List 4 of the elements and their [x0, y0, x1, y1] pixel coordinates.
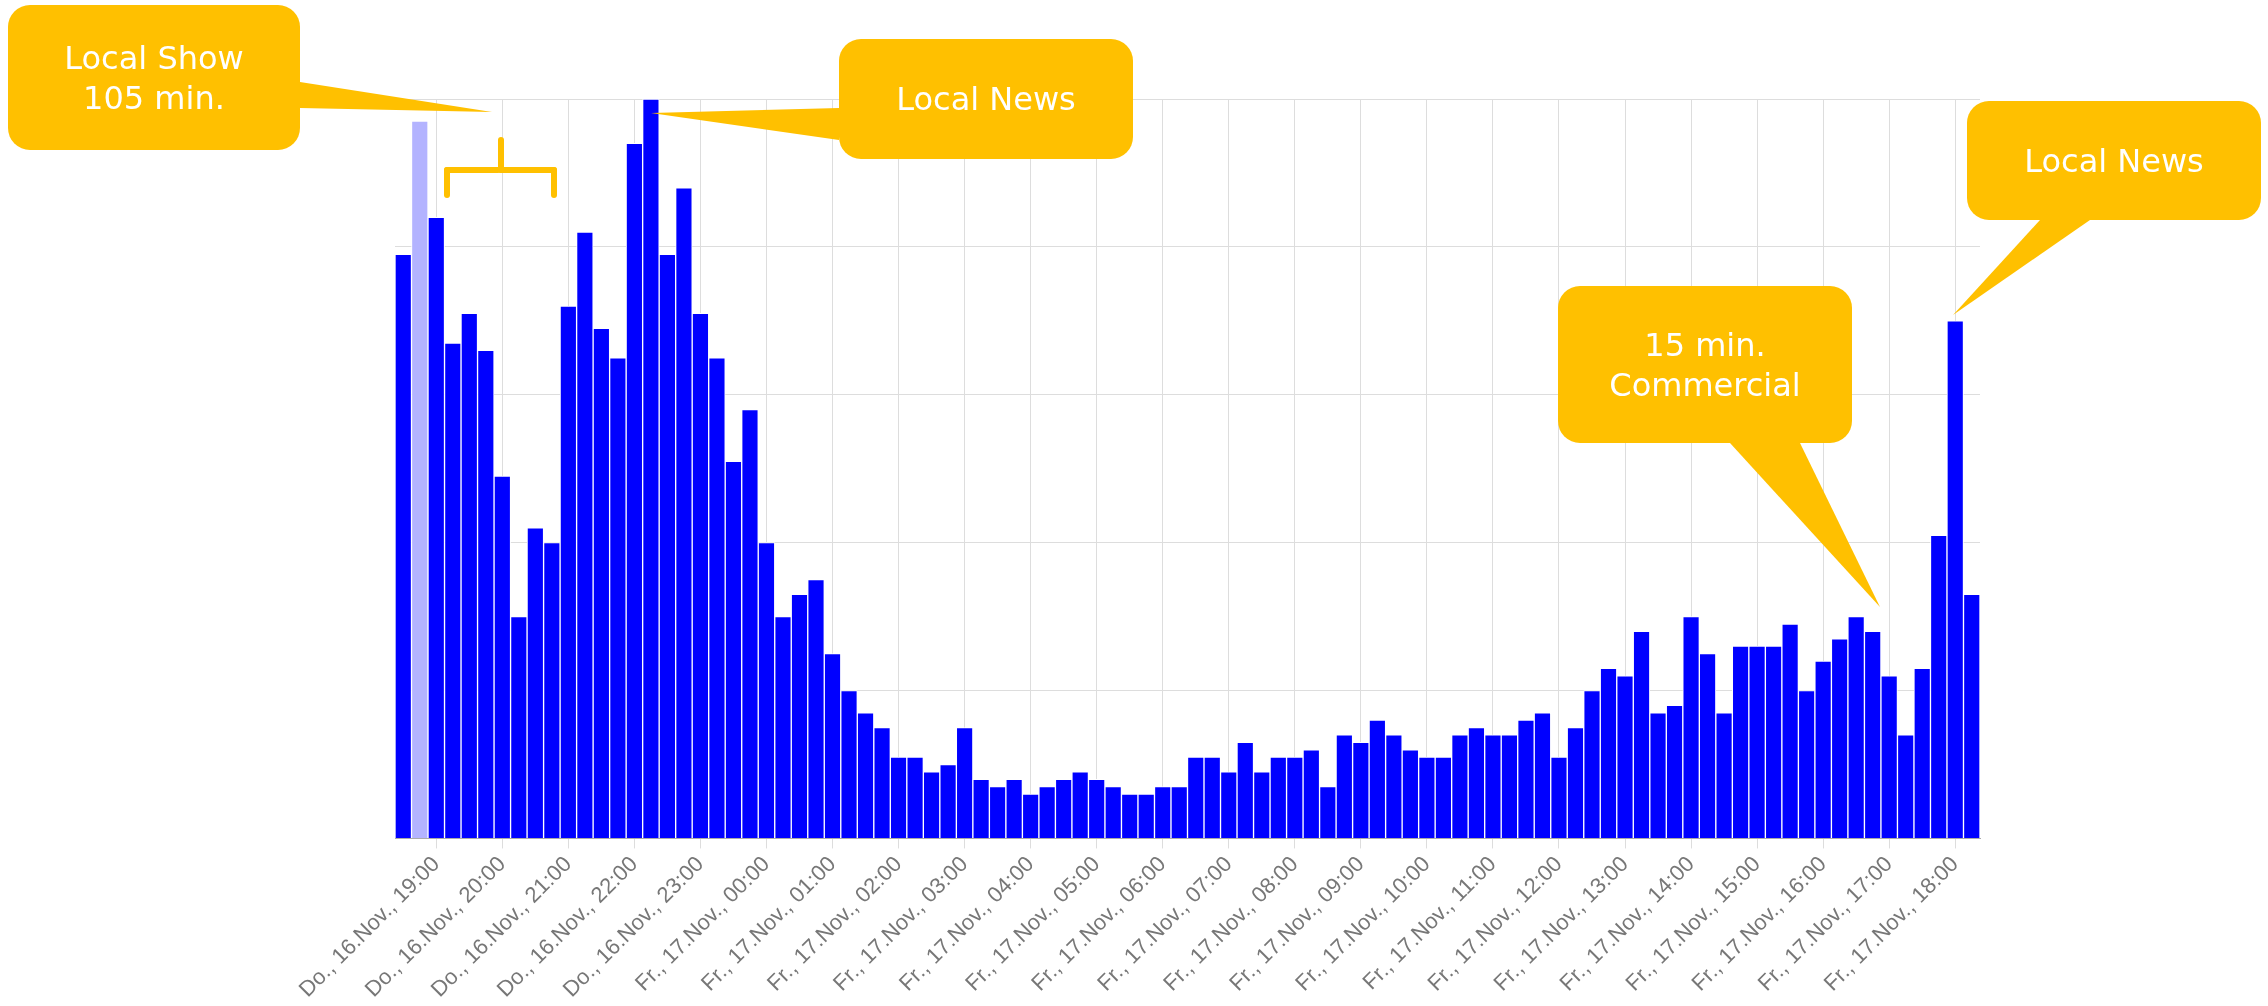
text: Local Show 105 min. [63, 37, 245, 119]
annotation: Local News [895, 79, 1077, 120]
text: Local News [2023, 140, 2205, 182]
annotation: 15 min. Commercial [1608, 324, 1802, 406]
